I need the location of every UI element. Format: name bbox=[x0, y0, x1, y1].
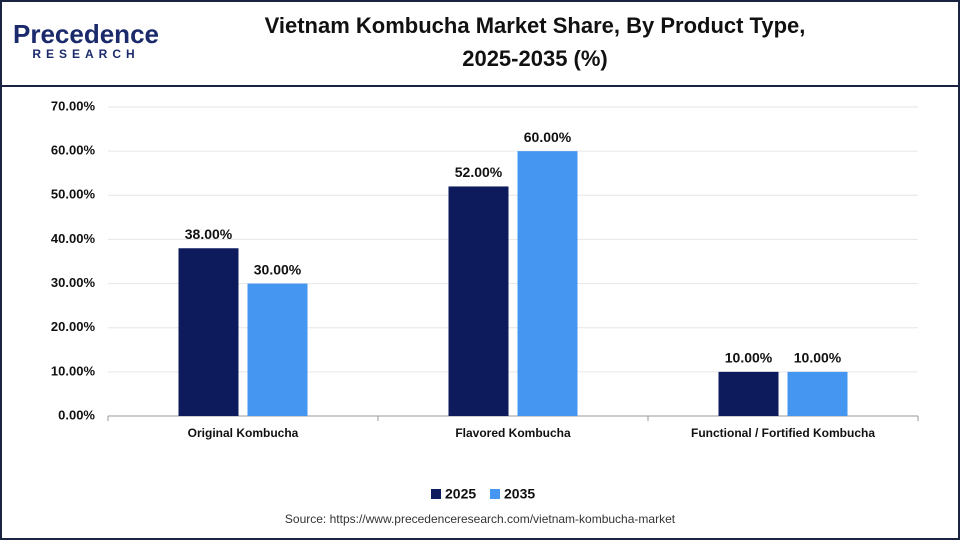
legend-swatch bbox=[490, 489, 500, 499]
y-tick-label: 30.00% bbox=[51, 275, 96, 290]
y-tick-label: 70.00% bbox=[51, 98, 96, 113]
y-tick-label: 20.00% bbox=[51, 319, 96, 334]
legend-swatch bbox=[431, 489, 441, 499]
y-tick-label: 40.00% bbox=[51, 231, 96, 246]
value-label: 60.00% bbox=[524, 129, 572, 145]
bar bbox=[787, 371, 848, 416]
y-tick-label: 60.00% bbox=[51, 143, 96, 158]
x-tick-label: Original Kombucha bbox=[188, 426, 299, 440]
value-label: 10.00% bbox=[794, 350, 842, 366]
logo-name: Precedence bbox=[13, 19, 159, 49]
y-tick-label: 0.00% bbox=[58, 407, 95, 422]
chart-title: 2025-2035 (%) bbox=[462, 46, 608, 71]
source: Source: https://www.precedenceresearch.c… bbox=[285, 512, 676, 526]
chart-title: Vietnam Kombucha Market Share, By Produc… bbox=[265, 13, 806, 38]
x-tick-label: Flavored Kombucha bbox=[455, 426, 571, 440]
bar bbox=[517, 151, 578, 416]
bar bbox=[448, 186, 509, 416]
legend-label: 2035 bbox=[504, 486, 535, 502]
value-label: 30.00% bbox=[254, 261, 302, 277]
bar bbox=[718, 371, 779, 416]
bar bbox=[247, 283, 308, 416]
value-label: 52.00% bbox=[455, 164, 503, 180]
value-label: 10.00% bbox=[725, 350, 773, 366]
y-tick-label: 10.00% bbox=[51, 363, 96, 378]
y-tick-label: 50.00% bbox=[51, 187, 96, 202]
x-tick-label: Functional / Fortified Kombucha bbox=[691, 426, 875, 440]
bar bbox=[178, 248, 239, 416]
value-label: 38.00% bbox=[185, 226, 233, 242]
legend-label: 2025 bbox=[445, 486, 476, 502]
logo-sub: RESEARCH bbox=[32, 47, 139, 61]
